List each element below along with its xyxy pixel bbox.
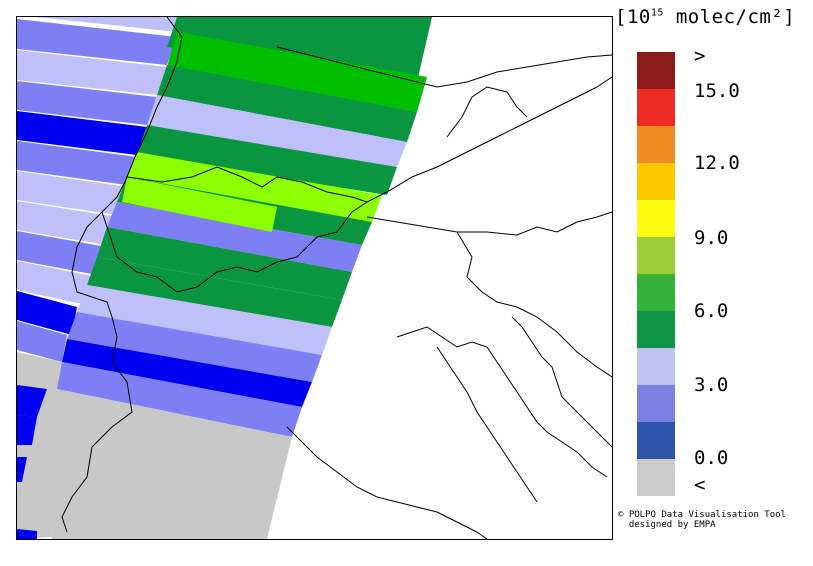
credit-line: designed by EMPA bbox=[618, 520, 716, 530]
swath-pixel bbox=[67, 312, 322, 382]
legend-tick: 15.0 bbox=[694, 80, 740, 102]
legend-swatch bbox=[637, 274, 675, 311]
legend-tick: < bbox=[694, 474, 706, 496]
border-line bbox=[446, 86, 528, 138]
color-scale-bar bbox=[637, 52, 675, 496]
swath-pixel bbox=[17, 385, 47, 417]
swath-pixel bbox=[107, 202, 362, 272]
swath-pixel bbox=[97, 227, 352, 300]
border-line bbox=[101, 201, 368, 293]
swath-pixel bbox=[57, 362, 302, 437]
units-label: [1015 molec/cm²] bbox=[615, 6, 796, 28]
legend-swatch bbox=[637, 422, 675, 459]
coastline bbox=[286, 426, 488, 539]
legend-tick: 3.0 bbox=[694, 374, 729, 396]
swath-pixel bbox=[167, 32, 427, 112]
swath-pixel bbox=[127, 152, 382, 222]
swath-pixel bbox=[147, 95, 407, 167]
legend-tick: 9.0 bbox=[694, 227, 729, 249]
legend-tick: > bbox=[694, 45, 706, 67]
swath-pixel bbox=[157, 65, 417, 142]
swath-pixel bbox=[17, 171, 127, 215]
coastline bbox=[511, 316, 612, 448]
border-line bbox=[276, 46, 612, 88]
border-line bbox=[126, 76, 612, 203]
legend-swatch bbox=[637, 385, 675, 422]
border-line bbox=[456, 231, 612, 378]
swath-pixel bbox=[87, 257, 342, 327]
swath-pixel bbox=[62, 339, 312, 407]
swath-pixel bbox=[17, 291, 77, 335]
swath-pixel bbox=[17, 111, 147, 155]
coastline bbox=[436, 346, 538, 503]
swath-pixel bbox=[17, 457, 27, 482]
legend-tick: 0.0 bbox=[694, 447, 729, 469]
legend-swatch bbox=[637, 459, 675, 496]
swath-pixel bbox=[17, 50, 167, 95]
legend-swatch bbox=[637, 52, 675, 89]
boundaries bbox=[61, 17, 612, 539]
legend-swatch bbox=[637, 311, 675, 348]
legend-tick: 12.0 bbox=[694, 152, 740, 174]
swath-pixel bbox=[167, 17, 432, 82]
legend-swatch bbox=[637, 348, 675, 385]
border-line bbox=[366, 211, 612, 236]
swath-pixel bbox=[17, 201, 117, 245]
swath-pixel bbox=[77, 285, 332, 355]
swath-pixel bbox=[17, 261, 97, 305]
swath-pixel bbox=[17, 17, 177, 32]
coastline bbox=[396, 326, 608, 478]
legend-swatch bbox=[637, 200, 675, 237]
swath-pixel bbox=[122, 177, 277, 232]
swath-pixel bbox=[17, 231, 107, 275]
swath-pixel bbox=[17, 19, 177, 65]
swath-pixel bbox=[17, 141, 137, 185]
no2-map bbox=[17, 17, 612, 539]
swath-pixel bbox=[17, 81, 157, 125]
swath-main bbox=[52, 17, 432, 539]
swath-left bbox=[17, 17, 177, 539]
credit-text: © POLPO Data Visualisation Tool designed… bbox=[618, 510, 786, 530]
legend-swatch bbox=[637, 237, 675, 274]
credit-line: © POLPO Data Visualisation Tool bbox=[618, 510, 786, 520]
legend-tick: 6.0 bbox=[694, 300, 729, 322]
swath-pixel bbox=[137, 125, 397, 195]
swath-pixel bbox=[17, 321, 67, 362]
border-line bbox=[61, 17, 183, 533]
swath-pixel bbox=[17, 415, 37, 445]
legend-swatch bbox=[637, 89, 675, 126]
swath-pixel bbox=[17, 529, 37, 539]
map-panel bbox=[16, 16, 613, 540]
legend-swatch bbox=[637, 126, 675, 163]
legend-swatch bbox=[637, 163, 675, 200]
